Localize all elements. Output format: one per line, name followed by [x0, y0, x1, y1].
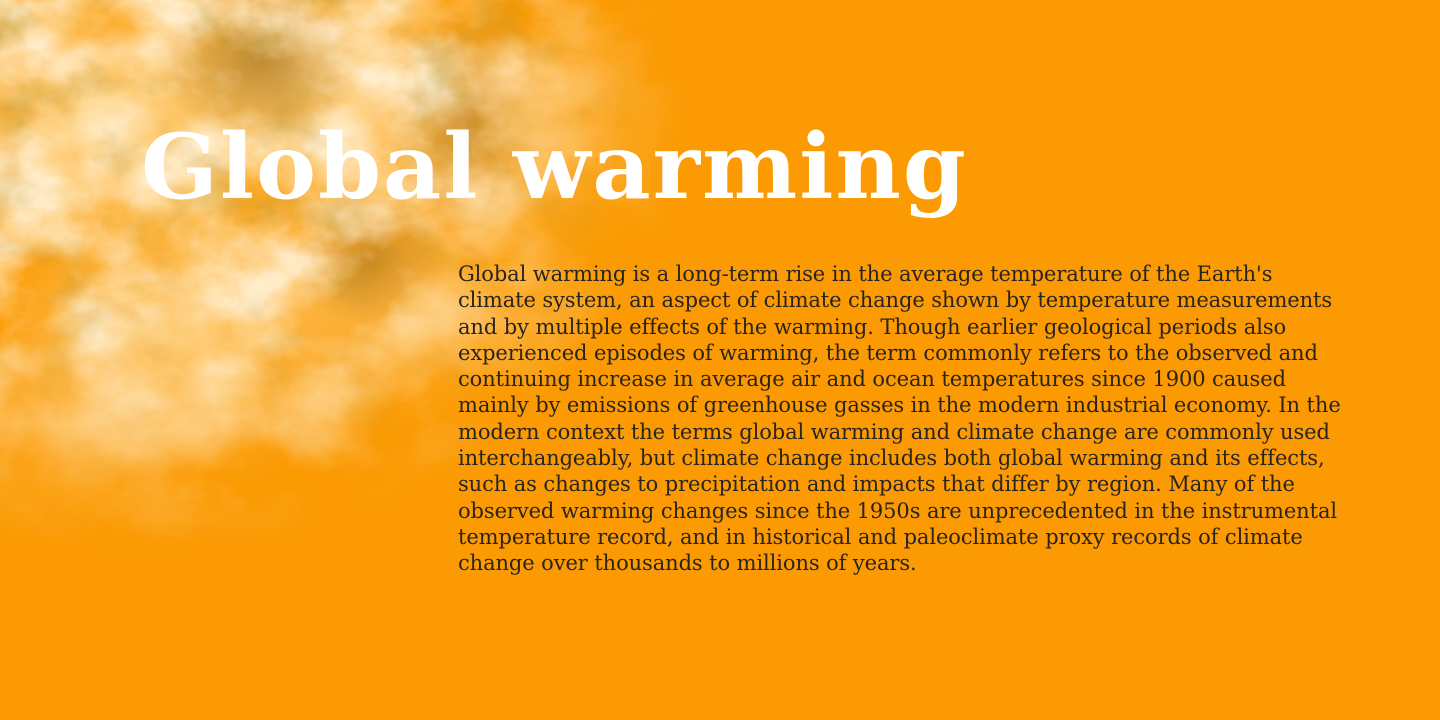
page-title: Global warming	[141, 114, 968, 220]
body-paragraph: Global warming is a long-term rise in th…	[458, 262, 1341, 576]
